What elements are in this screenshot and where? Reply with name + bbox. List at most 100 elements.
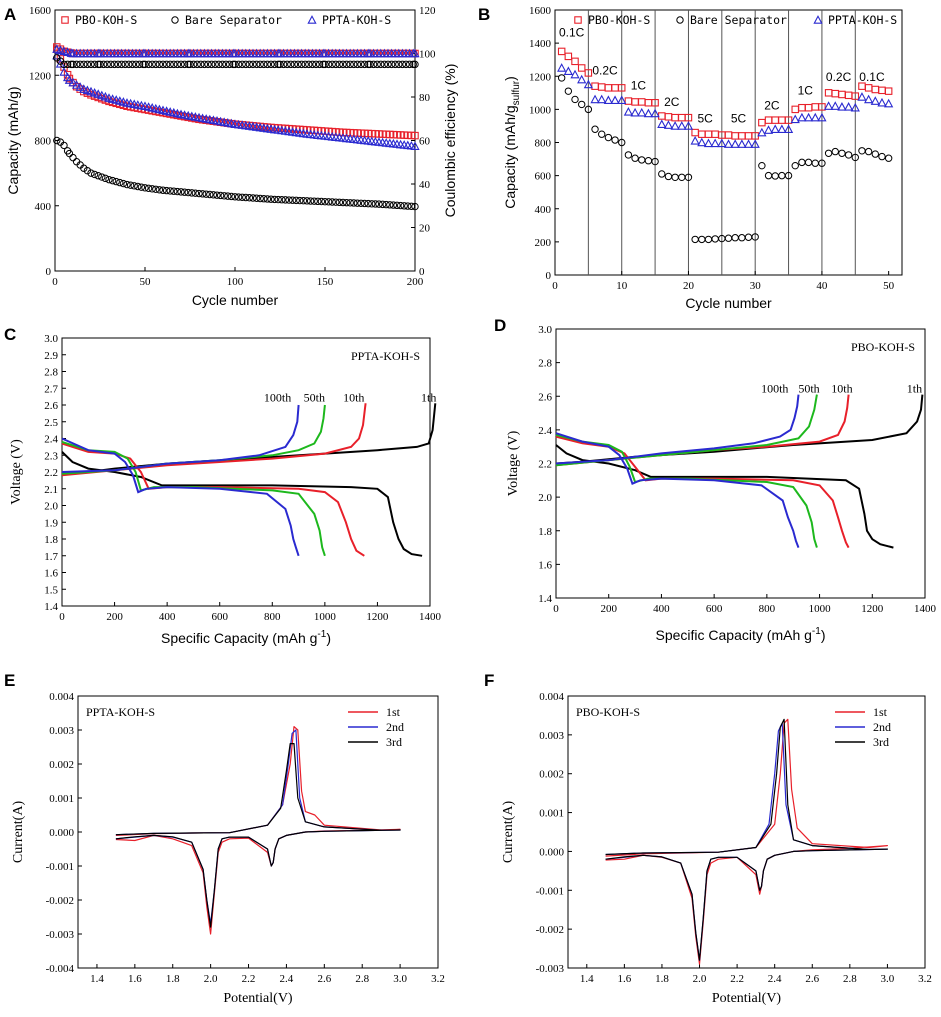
data-point [831, 89, 840, 98]
data-point [777, 124, 787, 133]
data-point [670, 121, 680, 130]
x-tick-label: 0 [52, 276, 58, 288]
data-point [638, 156, 646, 164]
data-point [604, 133, 613, 142]
x-tick-label: 200 [106, 611, 123, 623]
data-point [411, 202, 419, 211]
x-tick-label: 40 [816, 280, 828, 292]
data-point [878, 86, 886, 95]
data-point [184, 188, 192, 197]
y-axis-title-main: Capacity (mAh/g [502, 105, 518, 208]
x-tick-label: 400 [653, 603, 670, 615]
data-point [386, 201, 394, 209]
data-point [864, 84, 873, 92]
data-point [87, 169, 95, 177]
data-point [884, 98, 894, 108]
data-point [711, 235, 719, 243]
y-tick-label: 0.004 [539, 691, 564, 703]
data-point [94, 172, 102, 180]
data-point [59, 67, 69, 76]
data-point [824, 149, 833, 157]
x-tick-label: 3.2 [918, 973, 932, 985]
data-point [803, 112, 814, 122]
x-tick-label: 600 [211, 611, 228, 623]
data-point [353, 60, 362, 69]
data-point [350, 199, 358, 207]
data-point [173, 187, 182, 196]
data-point [584, 69, 593, 77]
data-point [332, 60, 340, 69]
data-point [162, 186, 171, 195]
data-point [723, 139, 734, 148]
data-point [764, 116, 773, 124]
y-tick-label: 2.1 [44, 484, 58, 496]
data-point [664, 113, 673, 121]
data-point [691, 128, 699, 137]
data-point [96, 60, 104, 69]
data-point [410, 48, 420, 58]
x-axis-title-end: ) [821, 627, 826, 643]
x-axis-title-main: Specific Capacity [656, 627, 767, 643]
plot-title: PPTA-KOH-S [351, 349, 420, 363]
data-point [99, 60, 108, 69]
y-axis-title: Voltage (V) [9, 439, 24, 505]
data-point [350, 60, 358, 69]
data-point [611, 136, 619, 144]
x-tick-label: 10 [616, 280, 628, 292]
curve-1th-charge [61, 403, 437, 475]
data-point [811, 159, 819, 167]
data-point [141, 184, 149, 192]
data-point [811, 103, 819, 111]
data-point [227, 192, 236, 201]
rate-label: 1C [798, 83, 814, 97]
panel-c: C 1.4 1.5 1.6 1.7 1.8 1.9 2.0 2.1 2.2 2.3 2.4 2.5 2.6… [4, 325, 442, 646]
x-tick-label: 50 [883, 280, 895, 292]
y-tick-label: 400 [535, 204, 552, 216]
data-point [378, 200, 387, 209]
x-tick-label: 150 [317, 276, 334, 288]
y-tick-label: 1.8 [538, 526, 552, 538]
data-point [281, 196, 290, 204]
y-tick-label: 1.8 [44, 534, 58, 546]
x-axis-title-sup: -1 [317, 629, 326, 640]
y2-tick-label: 20 [419, 223, 431, 235]
data-point [663, 120, 674, 129]
cycle-label: 1th [907, 382, 922, 396]
data-point [294, 60, 302, 69]
data-point [743, 139, 754, 148]
legend-label: PBO-KOH-S [75, 13, 137, 27]
data-point [76, 60, 84, 69]
data-point [130, 182, 138, 190]
data-point [211, 60, 219, 69]
data-point [624, 151, 633, 159]
data-point [818, 103, 826, 111]
panel-label: B [478, 5, 490, 24]
data-point [671, 173, 679, 181]
data-point [737, 139, 747, 148]
data-point [637, 98, 646, 106]
data-point [209, 191, 218, 199]
data-point [393, 201, 401, 210]
data-point [121, 60, 129, 69]
x-tick-label: 20 [683, 280, 695, 292]
data-point [108, 176, 117, 185]
data-point [53, 136, 61, 145]
data-point [303, 197, 311, 205]
data-point [105, 175, 113, 184]
data-point [570, 69, 580, 79]
data-point [152, 185, 160, 193]
data-point [389, 201, 398, 209]
data-point [584, 105, 593, 114]
cycle-label: 10th [343, 390, 364, 404]
data-point [238, 193, 246, 201]
y-tick-label: 1200 [29, 70, 52, 82]
y-tick-label: 2.3 [44, 450, 58, 462]
y2-tick-label: 100 [419, 49, 436, 61]
y-tick-label: 1.5 [44, 584, 58, 596]
y-tick-label: 200 [535, 237, 552, 249]
panel-label: D [494, 316, 506, 335]
data-point [278, 196, 286, 204]
data-point [186, 60, 194, 69]
data-point [804, 103, 813, 112]
data-point [125, 60, 133, 69]
